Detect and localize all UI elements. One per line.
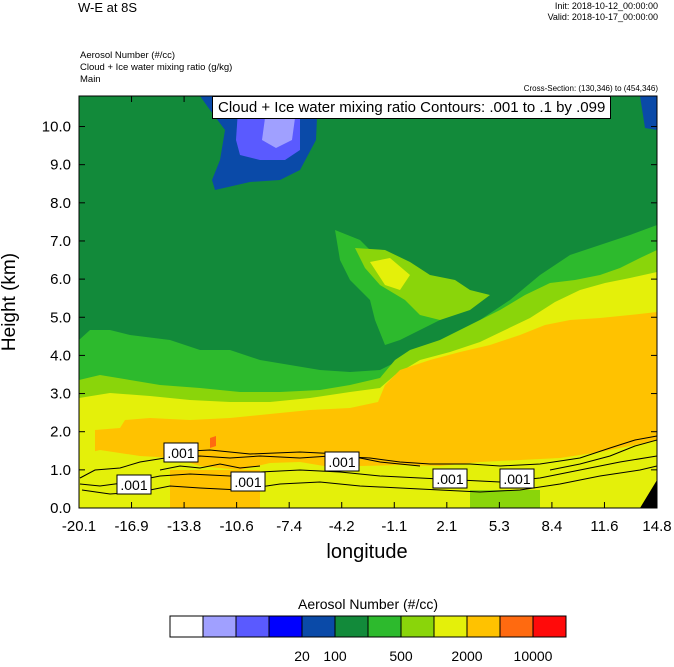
contour-label: .001 [120,477,147,493]
x-axis-label: longitude [326,541,408,563]
colorbar-swatch [400,615,435,638]
contour-label-box [163,442,199,463]
colorbar-swatch [235,615,270,638]
contour-line-4 [169,449,421,467]
contour-line-3 [81,465,657,495]
x-tick-label: 8.4 [541,518,562,535]
field-label-aerosol: Aerosol Number (#/cc) [80,50,176,61]
field-blue-corner [640,96,657,130]
field-label-main: Main [80,74,101,85]
y-tick-label: 10.0 [42,119,71,136]
field-orange [95,312,657,508]
y-tick-label: 2.0 [50,424,71,441]
colorbar-swatch [532,615,567,638]
x-tick-label: -16.9 [114,518,148,535]
field-orange-red-spot [210,436,216,448]
colorbar-label: 20 [294,648,310,664]
y-tick-label: 4.0 [50,347,71,364]
x-tick-label: 14.8 [642,518,671,535]
x-tick-label: -7.4 [276,518,302,535]
contour-line-5 [549,439,657,471]
contour-label-box [499,468,535,489]
x-tick-label: 5.3 [489,518,510,535]
contour-label-box [432,468,468,489]
plot-title: W-E at 8S [78,0,138,15]
y-tick-label: 8.0 [50,195,71,212]
x-tick-label: -13.8 [167,518,201,535]
y-tick-label: 1.0 [50,462,71,479]
contour-label: .001 [436,471,463,487]
y-axis: 0.0 1.0 2.0 3.0 4.0 5.0 6.0 7.0 8.0 9.0 10.0 [42,119,657,517]
colorbar-swatch [466,615,501,638]
contour-label-box [116,474,152,495]
contour-label-box [324,451,360,472]
terrain-mask [640,480,657,508]
y-tick-label: 3.0 [50,386,71,403]
contour-label-box [230,471,266,492]
heatmap-field [79,96,657,508]
colorbar: 20 100 500 2000 10000 [169,615,567,664]
x-axis: -20.1 -16.9 -13.8 -10.6 -7.4 -4.2 -1.1 2.1 5.3 8.… [62,96,672,535]
y-tick-label: 6.0 [50,271,71,288]
colorbar-swatch [268,615,303,638]
init-time: Init: 2018-10-12_00:00:00 [554,1,658,11]
contour-title: Cloud + Ice water mixing ratio Contours:… [212,96,612,119]
colorbar-label: 10000 [514,648,553,664]
x-tick-label: -4.2 [329,518,355,535]
field-label-cloud-ice: Cloud + Ice water mixing ratio (g/kg) [80,62,233,73]
colorbar-label: 500 [389,648,413,664]
y-axis-label: Height (km) [0,252,20,352]
x-tick-label: 2.1 [436,518,457,535]
valid-time: Valid: 2018-10-17_00:00:00 [547,12,658,22]
x-tick-label: 11.6 [590,518,618,535]
field-yellow-patch [370,258,410,290]
colorbar-swatch [202,615,237,638]
colorbar-swatch [334,615,369,638]
y-tick-label: 5.0 [50,309,71,326]
contour-label-group: .001 .001 .001 .001 .001 .001 [116,442,535,495]
contour-label: .001 [234,474,261,490]
field-green-surface [470,490,540,508]
contour-line-6 [159,463,261,471]
x-tick-label: -20.1 [62,518,96,535]
x-tick-label: -1.1 [381,518,407,535]
y-tick-label: 7.0 [50,233,71,250]
colorbar-swatch [433,615,468,638]
contour-label: .001 [503,471,530,487]
colorbar-swatch [169,615,204,638]
colorbar-swatch [301,615,336,638]
contour-label: .001 [328,454,355,470]
cross-section-label: Cross-Section: (130,346) to (454,346) [523,84,658,93]
colorbar-label: 2000 [451,648,482,664]
colorbar-swatch [367,615,402,638]
contour-label: .001 [167,445,194,461]
y-tick-label: 9.0 [50,157,71,174]
colorbar-title: Aerosol Number (#/cc) [297,596,439,612]
x-tick-label: -10.6 [220,518,254,535]
colorbar-swatch [499,615,534,638]
y-tick-label: 0.0 [50,500,71,517]
field-light-blue-core [262,118,295,148]
colorbar-label: 100 [323,648,347,664]
